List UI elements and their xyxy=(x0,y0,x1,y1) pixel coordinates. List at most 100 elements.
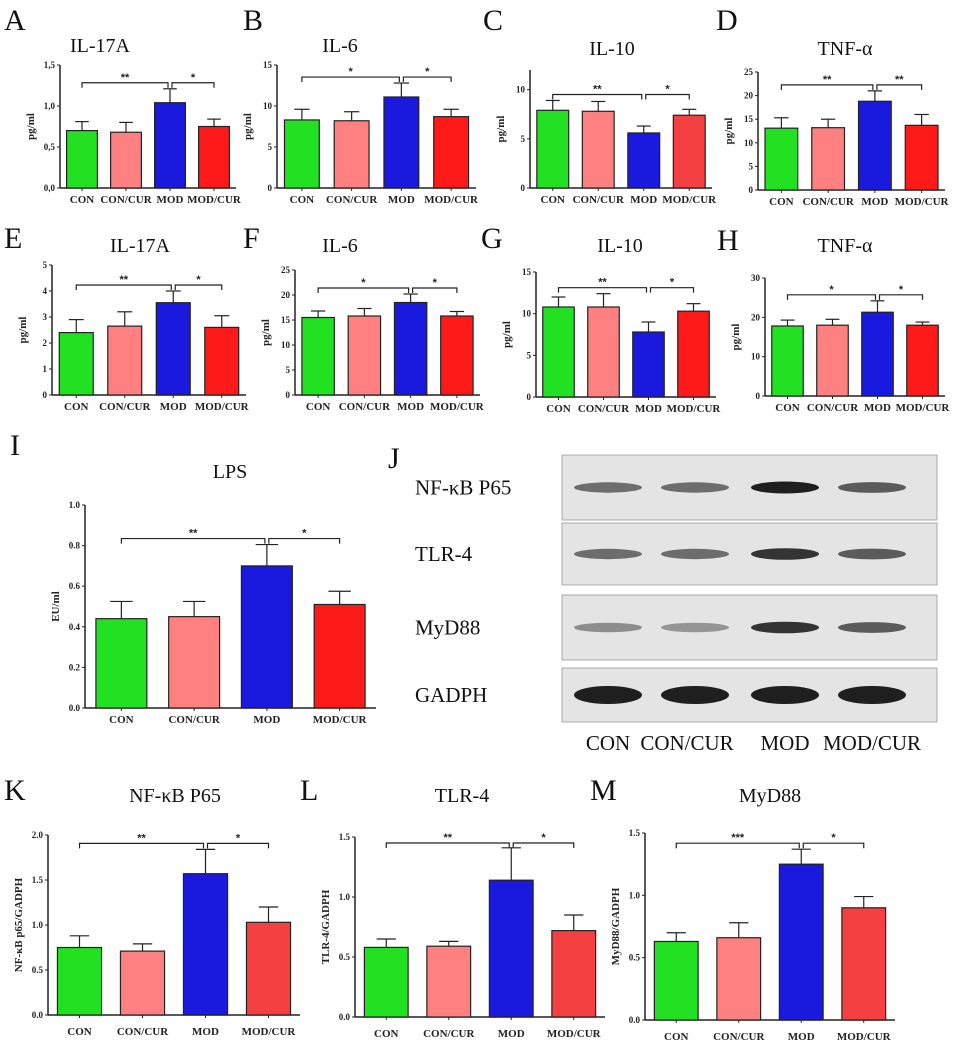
panel-k: K NF-κB P65 0.0 0.5 1.0 1.5 2.0 NF-κB p65/GADPH… xyxy=(4,774,300,1038)
chart-title: IL-17A xyxy=(70,35,131,57)
blot-lane-label: CON/CUR xyxy=(640,731,733,755)
y-axis-label: pg/ml xyxy=(501,321,513,348)
x-tick-label: CON/CUR xyxy=(99,401,151,413)
bar-mod xyxy=(857,100,892,191)
x-tick-label: MOD/CUR xyxy=(313,714,368,726)
y-axis-label: pg/ml xyxy=(17,317,29,344)
blot-row-label: TLR-4 xyxy=(415,542,473,566)
x-tick-label: CON xyxy=(775,402,800,414)
panel-letter: H xyxy=(717,224,739,257)
y-tick-label: 0.0 xyxy=(629,1015,641,1025)
x-tick-label: MOD xyxy=(157,194,184,206)
significance-bracket xyxy=(878,294,924,300)
significance-label: * xyxy=(191,72,196,84)
y-tick-label: 10 xyxy=(744,138,754,148)
y-tick-label: 0 xyxy=(756,391,761,401)
y-tick-label: 20 xyxy=(744,91,754,101)
x-tick-label: CON/CUR xyxy=(326,194,378,206)
blot-lane-label: CON xyxy=(586,731,630,755)
y-axis-label: pg/ml xyxy=(25,113,37,140)
y-axis-label: EU/ml xyxy=(50,591,62,622)
significance-bracket xyxy=(876,84,923,90)
y-tick-label: 0.5 xyxy=(339,952,351,962)
panel-letter: I xyxy=(10,429,20,462)
significance-bracket xyxy=(120,537,266,544)
x-tick-label: CON/CUR xyxy=(339,401,391,413)
x-tick-label: CON/CUR xyxy=(100,194,152,206)
x-tick-label: CON xyxy=(374,1028,399,1040)
y-tick-label: 1.5 xyxy=(339,832,351,842)
significance-label: * xyxy=(361,277,366,289)
blot-row-label: MyD88 xyxy=(415,616,480,640)
blot-band xyxy=(838,482,906,493)
significance-label: ** xyxy=(189,528,198,540)
significance-bracket xyxy=(78,842,205,849)
bar-mod-cur xyxy=(433,116,470,189)
y-axis-label: pg/ml xyxy=(730,324,742,351)
significance-bracket xyxy=(786,294,877,300)
x-tick-label: CON/CUR xyxy=(117,1026,169,1038)
bar-mod xyxy=(488,879,534,1018)
x-tick-label: CON/CUR xyxy=(423,1028,475,1040)
y-tick-label: 0.0 xyxy=(339,1012,351,1022)
y-tick-label: 1,0 xyxy=(44,101,56,111)
y-tick-label: 0.5 xyxy=(629,953,641,963)
bar-mod-cur xyxy=(440,315,474,396)
y-tick-label: 5 xyxy=(43,260,48,270)
bar-con xyxy=(653,940,699,1021)
bar-con-cur xyxy=(587,306,620,398)
y-tick-label: 0 xyxy=(521,183,526,193)
blot-band xyxy=(574,686,642,704)
chart-title: NF-κB P65 xyxy=(129,785,221,807)
panel-letter: J xyxy=(388,442,400,475)
bar-mod-cur xyxy=(841,907,887,1021)
x-tick-label: MOD xyxy=(788,1031,815,1043)
x-tick-label: MOD/CUR xyxy=(895,196,950,208)
bar-mod xyxy=(393,301,428,396)
panel-f: F IL-6 0 5 10 15 20 25 pg/ml CON CON/CUR MOD MOD/CUR… xyxy=(243,222,485,413)
chart-title: IL-17A xyxy=(110,235,171,257)
y-tick-label: 10 xyxy=(751,352,761,362)
chart-title: LPS xyxy=(213,461,247,483)
x-tick-label: MOD/CUR xyxy=(667,403,722,415)
y-tick-label: 25 xyxy=(281,265,291,275)
y-axis-label: NF-κB p65/GADPH xyxy=(13,877,25,972)
x-tick-label: CON/CUR xyxy=(168,714,220,726)
x-tick-label: MOD xyxy=(861,196,888,208)
significance-bracket xyxy=(268,537,341,544)
bar-mod xyxy=(632,331,665,398)
significance-bracket xyxy=(802,842,865,849)
x-tick-label: CON xyxy=(769,196,794,208)
significance-bracket xyxy=(645,93,690,100)
bar-con-cur xyxy=(816,324,849,397)
x-tick-label: MOD/CUR xyxy=(896,402,951,414)
significance-label: * xyxy=(665,83,670,95)
y-tick-label: 5 xyxy=(521,134,526,144)
y-tick-label: 5 xyxy=(749,161,754,171)
significance-bracket xyxy=(385,842,510,848)
x-tick-label: MOD xyxy=(160,401,187,413)
y-tick-label: 15 xyxy=(522,267,532,277)
x-tick-label: MOD/CUR xyxy=(547,1028,602,1040)
bar-mod-cur xyxy=(198,125,231,189)
x-tick-label: CON xyxy=(306,401,331,413)
blot-band xyxy=(661,482,729,493)
bar-mod-cur xyxy=(551,929,597,1018)
panel-l: L TLR-4 0.0 0.5 1.0 1.5 TLR-4/GADPH CON CON/CUR M… xyxy=(300,774,605,1040)
blot-band xyxy=(751,481,819,494)
y-tick-label: 20 xyxy=(281,290,291,300)
bar-con xyxy=(363,946,409,1018)
y-tick-label: 5 xyxy=(527,350,532,360)
y-tick-label: 3 xyxy=(43,312,48,322)
significance-bracket xyxy=(649,287,695,293)
panel-letter: B xyxy=(243,4,263,37)
bar-con xyxy=(764,127,799,191)
x-tick-label: MOD xyxy=(192,1026,219,1038)
blot-band xyxy=(574,622,642,633)
x-tick-label: CON xyxy=(67,1026,92,1038)
bar-con xyxy=(58,332,94,396)
panel-b: B IL-6 0 5 10 15 pg/ml CON CON/CUR MOD MOD/CUR * * xyxy=(242,4,479,206)
bar-con xyxy=(95,618,148,709)
